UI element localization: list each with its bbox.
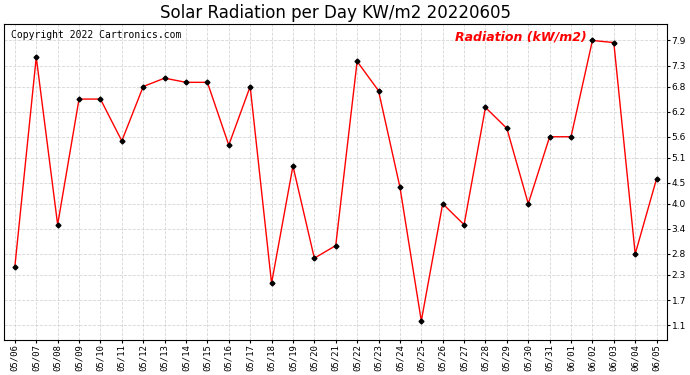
Radiation (kW/m2) [482,105,490,110]
Radiation (kW/m2) [54,222,62,227]
Radiation (kW/m2) [610,40,618,45]
Radiation (kW/m2) [97,97,105,101]
Radiation (kW/m2) [310,256,319,260]
Radiation (kW/m2) [32,55,41,60]
Radiation (kW/m2) [417,319,426,323]
Radiation (kW/m2) [289,164,297,168]
Radiation (kW/m2) [139,84,148,89]
Title: Solar Radiation per Day KW/m2 20220605: Solar Radiation per Day KW/m2 20220605 [160,4,511,22]
Radiation (kW/m2) [75,97,83,101]
Radiation (kW/m2) [332,243,340,248]
Radiation (kW/m2) [161,76,169,80]
Line: Radiation (kW/m2): Radiation (kW/m2) [13,39,658,323]
Radiation (kW/m2) [225,143,233,147]
Radiation (kW/m2) [589,38,597,43]
Radiation (kW/m2) [11,264,19,269]
Radiation (kW/m2) [268,281,276,285]
Radiation (kW/m2) [439,201,447,206]
Radiation (kW/m2) [118,139,126,143]
Radiation (kW/m2) [375,88,383,93]
Radiation (kW/m2) [546,135,554,139]
Radiation (kW/m2) [396,185,404,189]
Text: Copyright 2022 Cartronics.com: Copyright 2022 Cartronics.com [11,30,181,40]
Radiation (kW/m2) [460,222,469,227]
Radiation (kW/m2) [631,252,640,256]
Radiation (kW/m2) [182,80,190,85]
Radiation (kW/m2) [246,84,255,89]
Radiation (kW/m2) [567,135,575,139]
Text: Radiation (kW/m2): Radiation (kW/m2) [455,30,586,43]
Radiation (kW/m2) [653,176,661,181]
Radiation (kW/m2) [353,59,362,64]
Radiation (kW/m2) [524,201,533,206]
Radiation (kW/m2) [503,126,511,130]
Radiation (kW/m2) [204,80,212,85]
